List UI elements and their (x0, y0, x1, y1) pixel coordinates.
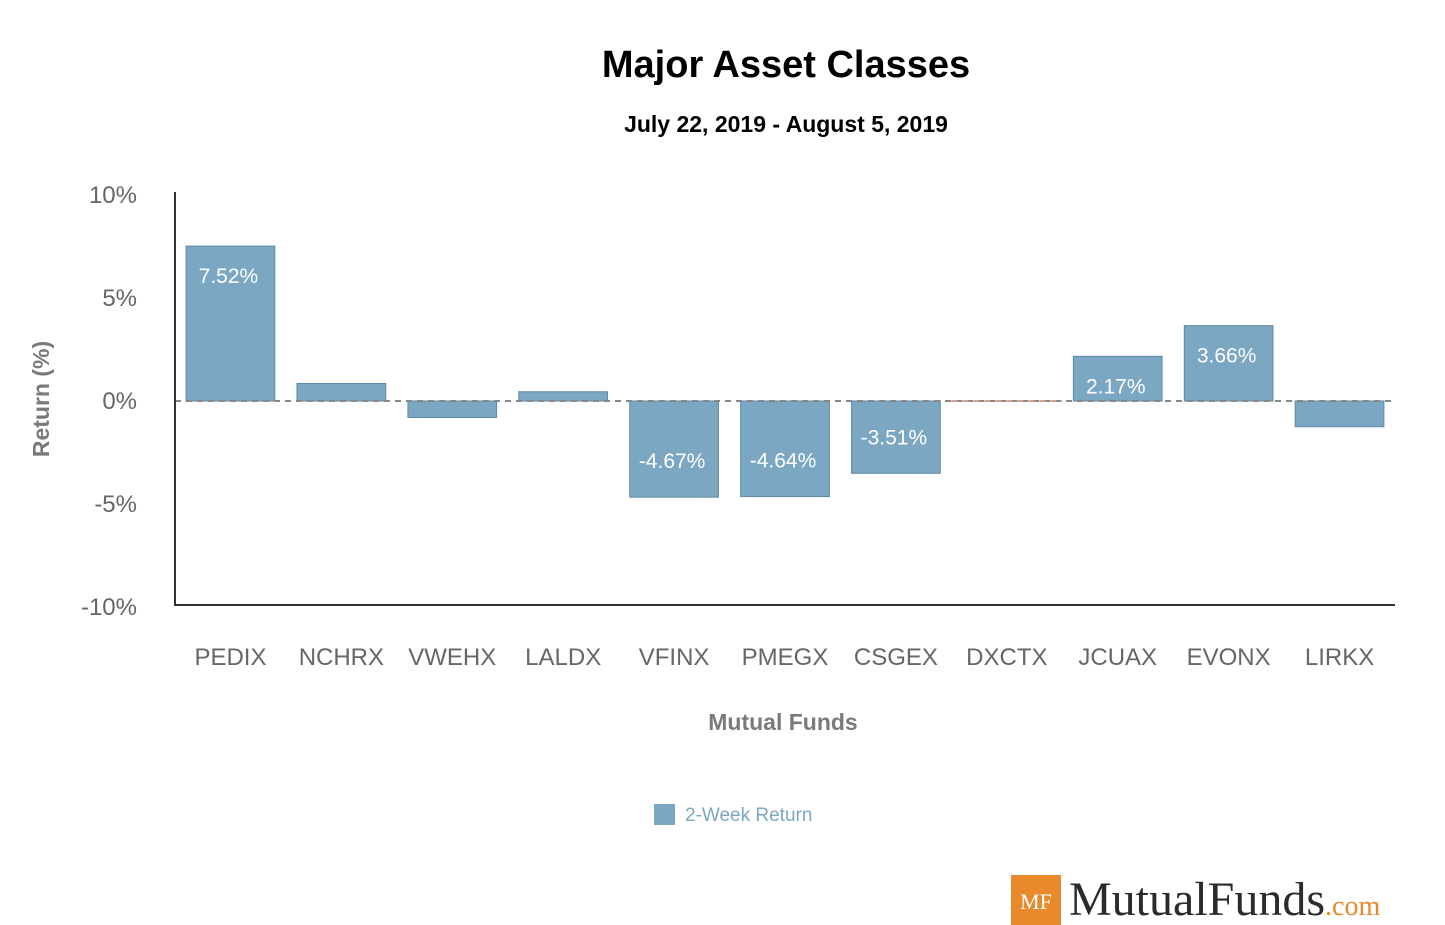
bar[interactable] (518, 391, 609, 402)
legend[interactable]: 2-Week Return (654, 804, 812, 826)
y-tick-label: 5% (102, 285, 137, 312)
brand-logo: MF MutualFunds.com (1011, 873, 1380, 925)
x-axis-title: Mutual Funds (708, 709, 857, 735)
bar[interactable] (407, 400, 498, 418)
y-axis-title: Return (%) (28, 341, 54, 457)
x-tick-label: VWEHX (408, 644, 496, 671)
x-tick-label: NCHRX (299, 644, 384, 671)
legend-swatch (654, 804, 675, 825)
data-label-group: 7.52% -4.67% -4.64% -3.51% 2.17% 3.66% (199, 265, 1257, 473)
bar[interactable] (185, 245, 276, 402)
x-tick-label: LIRKX (1305, 644, 1374, 671)
x-tick-label: PEDIX (194, 644, 266, 671)
data-label: 2.17% (1086, 375, 1146, 398)
x-tick-label: EVONX (1187, 644, 1271, 671)
brand-name-main: MutualFunds (1069, 873, 1325, 925)
y-axis-ticks: 10% 5% 0% -5% -10% (81, 182, 137, 621)
x-tick-label: PMEGX (742, 644, 829, 671)
x-axis-ticks: PEDIX NCHRX VWEHX LALDX VFINX PMEGX CSGEX DXCTX… (194, 644, 1374, 671)
bar[interactable] (296, 382, 387, 402)
bar[interactable] (1294, 400, 1385, 428)
data-label: 3.66% (1197, 345, 1257, 368)
chart-subtitle: July 22, 2019 - August 5, 2019 (624, 111, 948, 137)
legend-label: 2-Week Return (685, 805, 812, 826)
data-label: -4.64% (750, 450, 817, 473)
bar[interactable] (1072, 355, 1163, 402)
brand-tld: .com (1325, 891, 1380, 922)
y-tick-label: -10% (81, 594, 137, 621)
brand-badge-text: MF (1020, 889, 1052, 914)
y-tick-label: 0% (102, 388, 137, 415)
data-label: 7.52% (199, 265, 259, 288)
y-tick-label: -5% (94, 491, 137, 518)
x-tick-label: DXCTX (966, 644, 1047, 671)
bar[interactable] (629, 400, 719, 498)
bar-group (185, 245, 1385, 498)
x-tick-label: JCUAX (1078, 644, 1157, 671)
x-tick-label: VFINX (639, 644, 710, 671)
x-tick-label: CSGEX (854, 644, 938, 671)
x-tick-label: LALDX (525, 644, 601, 671)
data-label: -4.67% (639, 450, 706, 473)
bar[interactable] (740, 400, 830, 498)
data-label: -3.51% (861, 426, 928, 449)
brand-name: MutualFunds.com (1069, 873, 1380, 925)
brand-badge (1011, 875, 1061, 925)
bar[interactable] (1183, 325, 1274, 402)
chart-title: Major Asset Classes (602, 44, 970, 86)
y-tick-label: 10% (89, 182, 137, 209)
